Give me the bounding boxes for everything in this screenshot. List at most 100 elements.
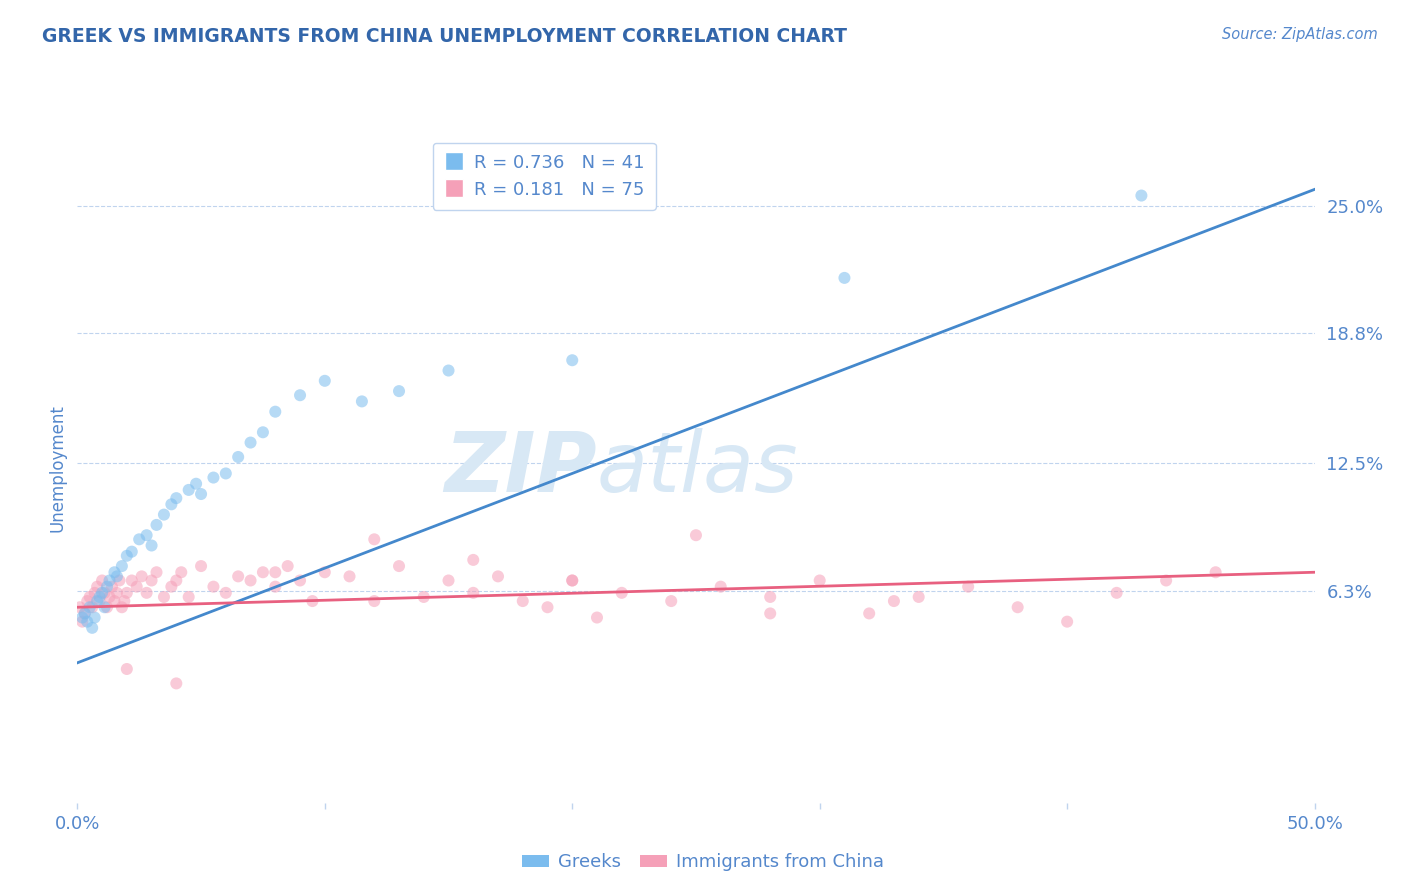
Point bbox=[165, 491, 187, 505]
Point bbox=[93, 586, 115, 600]
Legend: R = 0.736   N = 41, R = 0.181   N = 75: R = 0.736 N = 41, R = 0.181 N = 75 bbox=[433, 143, 655, 210]
Point bbox=[98, 590, 121, 604]
Point bbox=[1007, 600, 1029, 615]
Point bbox=[115, 586, 138, 600]
Point bbox=[135, 586, 157, 600]
Point bbox=[412, 590, 434, 604]
Point bbox=[93, 600, 115, 615]
Point bbox=[512, 594, 534, 608]
Point bbox=[177, 590, 200, 604]
Point bbox=[858, 607, 880, 621]
Point bbox=[710, 580, 733, 594]
Point bbox=[131, 569, 153, 583]
Point bbox=[536, 600, 558, 615]
Point bbox=[252, 425, 274, 440]
Point bbox=[86, 594, 108, 608]
Point bbox=[202, 580, 225, 594]
Y-axis label: Unemployment: Unemployment bbox=[48, 404, 66, 533]
Point bbox=[96, 580, 118, 594]
Text: atlas: atlas bbox=[598, 428, 799, 508]
Point bbox=[184, 476, 207, 491]
Point bbox=[115, 549, 138, 563]
Point bbox=[69, 600, 91, 615]
Point bbox=[685, 528, 707, 542]
Point bbox=[226, 569, 249, 583]
Point bbox=[339, 569, 361, 583]
Point bbox=[79, 590, 101, 604]
Point bbox=[177, 483, 200, 497]
Point bbox=[561, 353, 583, 368]
Point bbox=[610, 586, 633, 600]
Point bbox=[112, 594, 135, 608]
Point bbox=[153, 508, 176, 522]
Point bbox=[141, 574, 163, 588]
Point bbox=[437, 363, 460, 377]
Point bbox=[165, 676, 187, 690]
Point bbox=[1154, 574, 1177, 588]
Point bbox=[957, 580, 980, 594]
Point bbox=[264, 405, 287, 419]
Point bbox=[759, 607, 782, 621]
Point bbox=[121, 544, 143, 558]
Point bbox=[215, 467, 238, 481]
Point bbox=[145, 517, 167, 532]
Point bbox=[121, 574, 143, 588]
Point bbox=[834, 271, 856, 285]
Point bbox=[202, 470, 225, 484]
Point bbox=[808, 574, 831, 588]
Point bbox=[89, 590, 111, 604]
Point bbox=[111, 600, 134, 615]
Point bbox=[350, 394, 373, 409]
Point bbox=[153, 590, 176, 604]
Point bbox=[463, 553, 485, 567]
Point bbox=[165, 574, 187, 588]
Point bbox=[72, 610, 94, 624]
Point bbox=[83, 610, 105, 624]
Point bbox=[190, 559, 212, 574]
Point bbox=[301, 594, 323, 608]
Text: GREEK VS IMMIGRANTS FROM CHINA UNEMPLOYMENT CORRELATION CHART: GREEK VS IMMIGRANTS FROM CHINA UNEMPLOYM… bbox=[42, 27, 848, 45]
Point bbox=[91, 586, 114, 600]
Point bbox=[486, 569, 509, 583]
Point bbox=[160, 580, 183, 594]
Point bbox=[215, 586, 238, 600]
Point bbox=[264, 566, 287, 580]
Point bbox=[561, 574, 583, 588]
Point bbox=[76, 594, 98, 608]
Point bbox=[128, 533, 150, 547]
Point bbox=[437, 574, 460, 588]
Point bbox=[86, 580, 108, 594]
Point bbox=[1056, 615, 1078, 629]
Point bbox=[586, 610, 609, 624]
Point bbox=[103, 594, 125, 608]
Point bbox=[72, 615, 94, 629]
Point bbox=[288, 574, 311, 588]
Point bbox=[160, 497, 183, 511]
Point bbox=[125, 580, 148, 594]
Text: ZIP: ZIP bbox=[444, 428, 598, 508]
Point bbox=[659, 594, 682, 608]
Point bbox=[759, 590, 782, 604]
Point bbox=[105, 569, 128, 583]
Point bbox=[79, 600, 101, 615]
Point bbox=[83, 586, 105, 600]
Point bbox=[76, 615, 98, 629]
Point bbox=[226, 450, 249, 464]
Point bbox=[108, 574, 131, 588]
Point bbox=[89, 594, 111, 608]
Point bbox=[82, 600, 104, 615]
Point bbox=[239, 435, 262, 450]
Point bbox=[252, 566, 274, 580]
Point bbox=[115, 662, 138, 676]
Point bbox=[1130, 188, 1153, 202]
Point bbox=[73, 607, 96, 621]
Legend: Greeks, Immigrants from China: Greeks, Immigrants from China bbox=[515, 847, 891, 879]
Point bbox=[170, 566, 193, 580]
Point bbox=[264, 580, 287, 594]
Point bbox=[883, 594, 905, 608]
Point bbox=[1205, 566, 1227, 580]
Point bbox=[73, 607, 96, 621]
Point bbox=[105, 586, 128, 600]
Point bbox=[141, 539, 163, 553]
Point bbox=[314, 374, 336, 388]
